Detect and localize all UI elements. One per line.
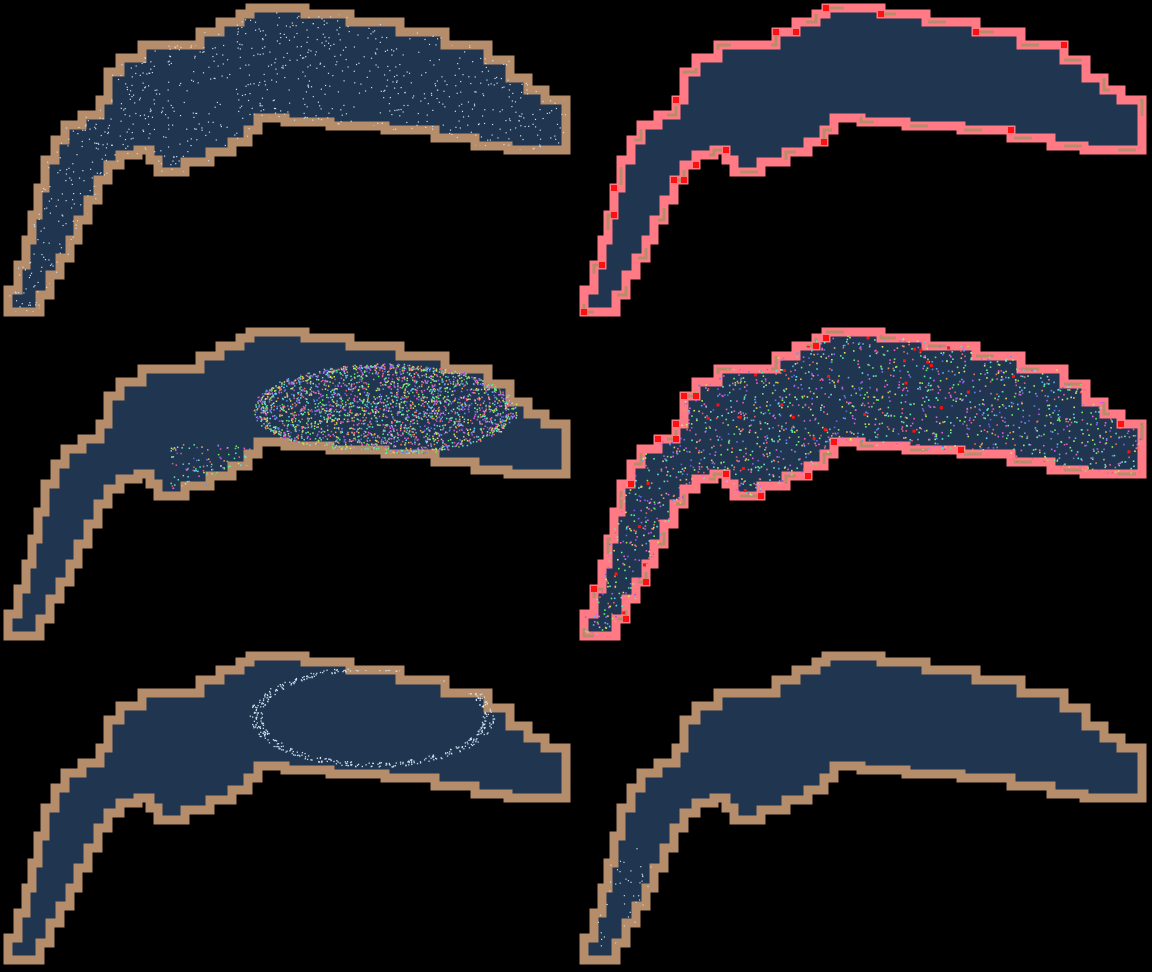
hot-pixel [1118,421,1124,427]
hot-pixel [599,262,605,268]
hot-pixel [831,439,837,445]
container-wall [3,327,571,641]
container-wall [3,3,571,317]
container-wall [579,3,1147,317]
hot-pixel [681,393,687,399]
panel-middle-left [0,324,576,648]
hot-pixel [821,139,827,145]
hot-pixel [581,309,587,315]
hot-pixel [673,97,679,103]
container-wall [3,651,571,965]
hot-pixel [611,212,617,218]
hot-pixel [681,177,687,183]
hot-pixel [643,579,649,585]
hot-pixel [1061,42,1067,48]
hot-pixel [758,493,764,499]
hot-pixel [773,29,779,35]
hot-pixel [623,616,629,622]
hot-pixel [973,29,979,35]
hot-pixel [693,393,699,399]
hot-pixel [805,473,811,479]
hot-pixel [628,481,634,487]
container-wall [579,651,1147,965]
hot-pixel [673,421,679,427]
hot-pixel [655,436,661,442]
hot-pixel [693,162,699,168]
hot-pixel [723,471,729,477]
hot-pixel [673,436,679,442]
hot-pixel [671,177,677,183]
panel-bottom-left [0,648,576,972]
hot-pixel [591,586,597,592]
hot-pixel [1008,127,1014,133]
hot-pixel [958,447,964,453]
container-wall [579,327,1147,641]
panel-middle-right [576,324,1152,648]
panel-top-left-canvas [3,3,571,317]
hot-pixel [723,147,729,153]
panel-top-left [0,0,576,324]
panel-bottom-right-canvas [579,651,1147,965]
panel-top-right-canvas [579,3,1147,317]
panel-middle-left-canvas [3,327,571,641]
hot-pixel [823,5,829,11]
hot-pixel [813,343,819,349]
hot-pixel [878,11,884,17]
hot-pixel [823,335,829,341]
hot-pixel [793,29,799,35]
panel-top-right [576,0,1152,324]
hot-pixel [611,185,617,191]
panel-bottom-right [576,648,1152,972]
panel-middle-right-canvas [579,327,1147,641]
panel-bottom-left-canvas [3,651,571,965]
